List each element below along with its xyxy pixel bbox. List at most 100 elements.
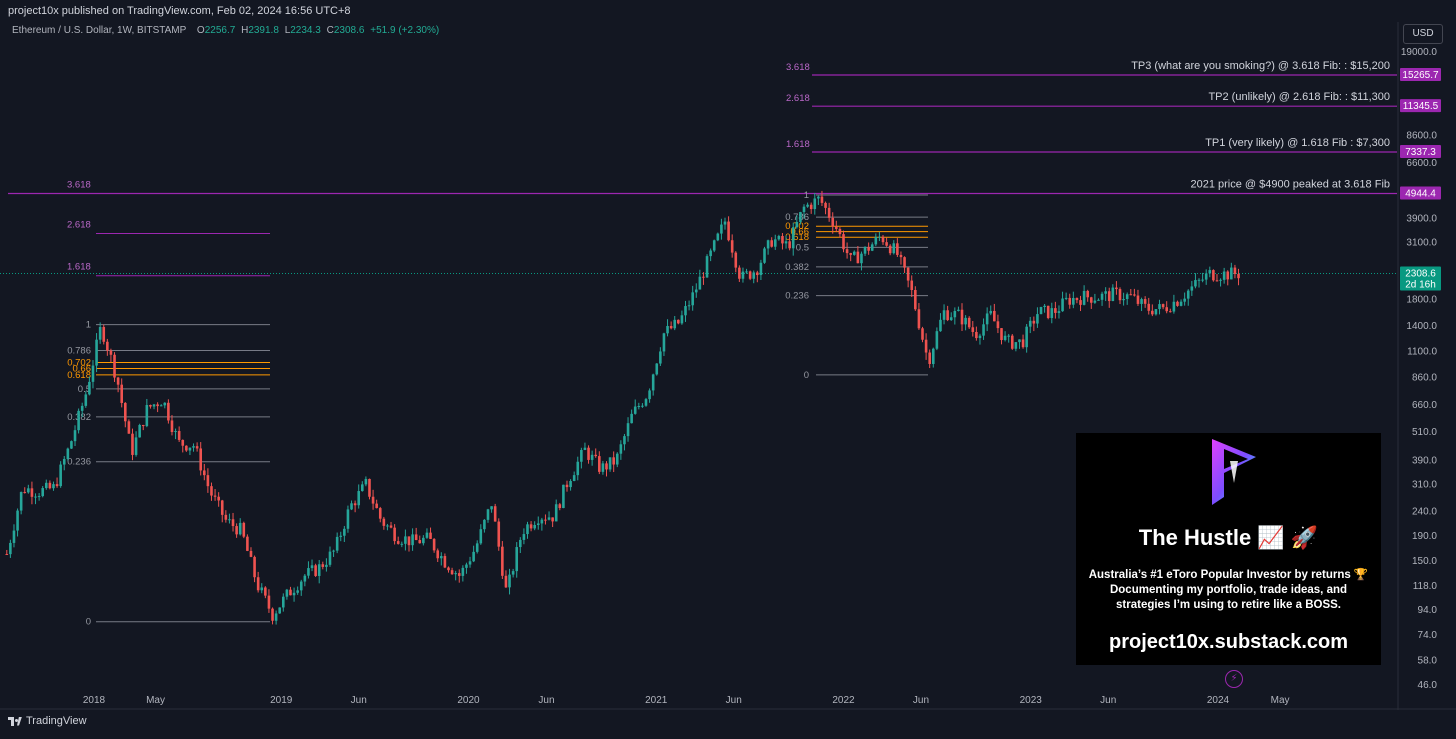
price-tick-label: 19000.0 xyxy=(1401,47,1438,58)
candle-body xyxy=(827,207,831,218)
candle-body xyxy=(217,496,220,501)
candle-body xyxy=(691,292,694,306)
price-tick-label: 94.0 xyxy=(1418,605,1438,616)
candle-body xyxy=(1143,299,1147,304)
candle-body xyxy=(145,404,149,427)
fib-level-label: 0 xyxy=(804,370,809,381)
candle-body xyxy=(447,567,450,571)
candle-body xyxy=(1025,326,1028,348)
candle-body xyxy=(544,519,547,521)
price-tick-label: 860.0 xyxy=(1412,372,1437,383)
candle-body xyxy=(554,504,558,522)
price-badge-label: 15265.7 xyxy=(1402,70,1439,81)
candle-body xyxy=(80,405,84,411)
candle-body xyxy=(30,488,34,497)
candle-body xyxy=(256,577,260,591)
candle-body xyxy=(1111,287,1115,302)
candle-body xyxy=(529,524,533,529)
candle-body xyxy=(120,384,124,403)
candle-body xyxy=(985,313,989,325)
candle-body xyxy=(127,421,131,434)
candle-body xyxy=(292,592,296,596)
candle-body xyxy=(928,352,931,364)
time-tick-label: May xyxy=(146,695,165,706)
candle-body xyxy=(738,267,741,279)
currency-button[interactable]: USD xyxy=(1403,24,1443,44)
candle-body xyxy=(188,447,192,451)
candle-body xyxy=(361,484,364,492)
candle-body xyxy=(9,542,12,555)
price-tick-label: 660.0 xyxy=(1412,400,1437,411)
fib-level-label: 0.786 xyxy=(67,345,91,356)
candle-body xyxy=(1115,287,1118,290)
price-chart[interactable]: 19000.0 8600.0 6600.0 3900.0 3100.0 1800.0 140… xyxy=(0,0,1456,710)
candle-body xyxy=(1000,328,1003,341)
target-text: TP2 (unlikely) @ 2.618 Fib: : $11,300 xyxy=(1208,91,1390,103)
candle-body xyxy=(1136,295,1140,304)
candle-body xyxy=(109,350,113,355)
candle-body xyxy=(152,404,156,407)
candle-body xyxy=(224,514,228,520)
candle-body xyxy=(77,410,80,431)
candle-body xyxy=(1226,271,1230,280)
candle-body xyxy=(1140,299,1143,304)
candle-body xyxy=(199,448,203,471)
candle-body xyxy=(817,196,820,199)
candle-body xyxy=(1046,305,1050,319)
candle-body xyxy=(202,470,206,476)
candle-body xyxy=(422,537,425,544)
candle-body xyxy=(138,424,141,438)
candle-body xyxy=(572,475,576,481)
candle-body xyxy=(310,565,314,569)
candle-body xyxy=(903,257,906,268)
candle-body xyxy=(644,399,648,406)
promo-title: The Hustle 📈 🚀 xyxy=(1138,525,1319,550)
candle-body xyxy=(558,504,562,509)
candle-body xyxy=(404,536,407,544)
candle-body xyxy=(48,482,52,489)
fib-level-label: 0.66 xyxy=(73,363,92,374)
candle-body xyxy=(580,449,583,462)
time-tick-label: 2019 xyxy=(270,695,293,706)
candle-body xyxy=(443,556,447,568)
candle-body xyxy=(59,464,62,487)
candle-body xyxy=(648,390,651,400)
candle-body xyxy=(562,484,565,509)
candle-body xyxy=(325,564,328,567)
candle-body xyxy=(468,561,472,565)
candle-body xyxy=(1230,267,1233,280)
tradingview-logo[interactable]: TradingView xyxy=(8,715,87,727)
candle-body xyxy=(1151,310,1154,315)
open-value: 2256.7 xyxy=(204,25,236,36)
candle-body xyxy=(357,491,361,506)
high-value: 2391.8 xyxy=(248,25,279,36)
candle-body xyxy=(62,458,66,465)
candle-body xyxy=(730,240,734,253)
lightning-icon[interactable]: ⚡ xyxy=(1225,670,1243,688)
candle-body xyxy=(249,550,253,557)
candle-body xyxy=(429,532,432,539)
candle-body xyxy=(802,206,806,213)
candle-body xyxy=(536,523,540,526)
fib-level-label: 0.5 xyxy=(796,242,809,253)
candle-body xyxy=(1036,314,1039,324)
candle-body xyxy=(317,564,321,576)
candle-body xyxy=(1215,280,1219,282)
candle-body xyxy=(759,262,763,276)
candle-body xyxy=(982,324,985,336)
candle-body xyxy=(461,567,465,576)
candle-body xyxy=(400,543,404,545)
candle-body xyxy=(213,495,217,497)
candle-body xyxy=(659,351,662,364)
candle-body xyxy=(680,315,684,324)
candle-body xyxy=(299,581,303,591)
candle-body xyxy=(547,517,551,520)
target-text: 2021 price @ $4900 peaked at 3.618 Fib xyxy=(1190,178,1390,190)
close-value: 2308.6 xyxy=(333,25,365,36)
candle-body xyxy=(1097,299,1100,301)
candle-body xyxy=(630,413,633,424)
candle-body xyxy=(407,536,411,546)
candle-body xyxy=(723,221,727,225)
candle-body xyxy=(490,506,493,510)
candle-body xyxy=(23,492,27,494)
